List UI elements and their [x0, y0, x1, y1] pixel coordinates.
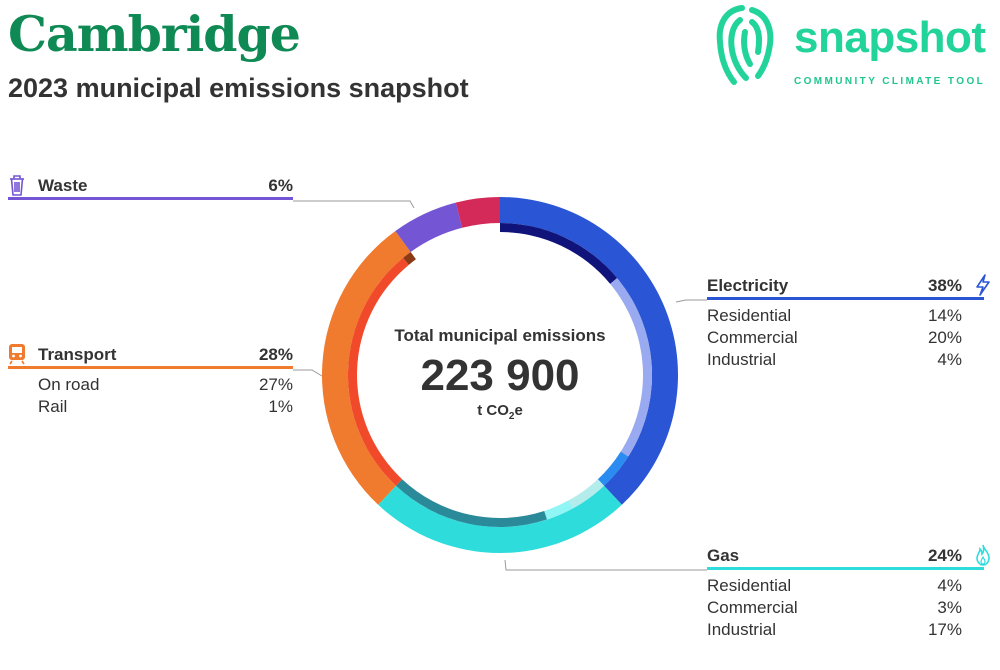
train-icon	[9, 344, 25, 365]
subcategory-row: On road 27%	[38, 375, 293, 394]
category-underline	[707, 297, 984, 300]
electricity-sub-segment-2	[597, 451, 629, 486]
total-label: Total municipal emissions	[394, 326, 606, 345]
electricity-sub-segment-1	[610, 278, 653, 457]
transport-segment	[322, 230, 411, 505]
category-underline	[8, 197, 293, 200]
gas-leader-line	[504, 559, 707, 571]
chart-center: Total municipal emissions 223 900 t CO2e	[380, 326, 620, 422]
snapshot-logo: snapshot COMMUNITY CLIMATE TOOL	[712, 2, 1000, 92]
category-electricity: Electricity 38% Residential 14% Commerci…	[707, 270, 992, 370]
subcategory-row: Industrial 4%	[707, 350, 962, 369]
transport-leader-line	[293, 369, 323, 377]
transport-sub-segment-0	[348, 257, 409, 486]
category-waste: Waste 6%	[8, 170, 293, 200]
subcategory-row: Rail 1%	[38, 397, 293, 416]
category-percent: 6%	[268, 176, 293, 195]
subcategory-row: Residential 4%	[707, 576, 962, 595]
category-percent: 38%	[927, 276, 962, 295]
lightning-icon	[976, 274, 990, 296]
page-subtitle: 2023 municipal emissions snapshot	[8, 73, 469, 103]
flame-icon	[976, 544, 990, 566]
category-gas: Gas 24% Residential 4% Commercial 3% Ind…	[707, 540, 992, 640]
category-percent: 24%	[927, 546, 962, 565]
electricity-segment	[500, 197, 678, 505]
category-name: Waste	[38, 176, 88, 195]
subcategory-row: Commercial 20%	[707, 328, 962, 347]
subcategory-row: Industrial 17%	[707, 620, 962, 639]
gas-segment	[378, 485, 622, 553]
subcategory-row: Commercial 3%	[707, 598, 962, 617]
transport-sub-segment-1	[403, 252, 416, 265]
fingerprint-logo-icon	[716, 5, 774, 85]
electricity-sub-segment-0	[500, 223, 618, 284]
gas-sub-segment-2	[395, 479, 547, 527]
category-name: Electricity	[707, 276, 789, 295]
logo-wordmark: snapshot	[794, 13, 986, 62]
total-unit: t CO2e	[477, 402, 523, 423]
subcategory-row: Residential 14%	[707, 306, 962, 325]
category-transport: Transport 28% On road 27% Rail 1%	[8, 339, 293, 417]
page-title: Cambridge	[8, 5, 301, 63]
category-underline	[8, 366, 293, 369]
total-value: 223 900	[420, 351, 580, 400]
other-segment	[455, 197, 500, 228]
trash-icon	[10, 175, 24, 196]
logo-tagline: COMMUNITY CLIMATE TOOL	[794, 76, 986, 87]
waste-leader-line	[293, 200, 415, 209]
gas-sub-segment-0	[568, 479, 605, 509]
category-underline	[707, 567, 984, 570]
category-percent: 28%	[258, 345, 293, 364]
category-name: Gas	[707, 546, 740, 565]
gas-sub-segment-1	[544, 500, 574, 520]
waste-segment	[395, 202, 463, 253]
electricity-leader-line	[675, 299, 707, 303]
category-name: Transport	[38, 345, 117, 364]
